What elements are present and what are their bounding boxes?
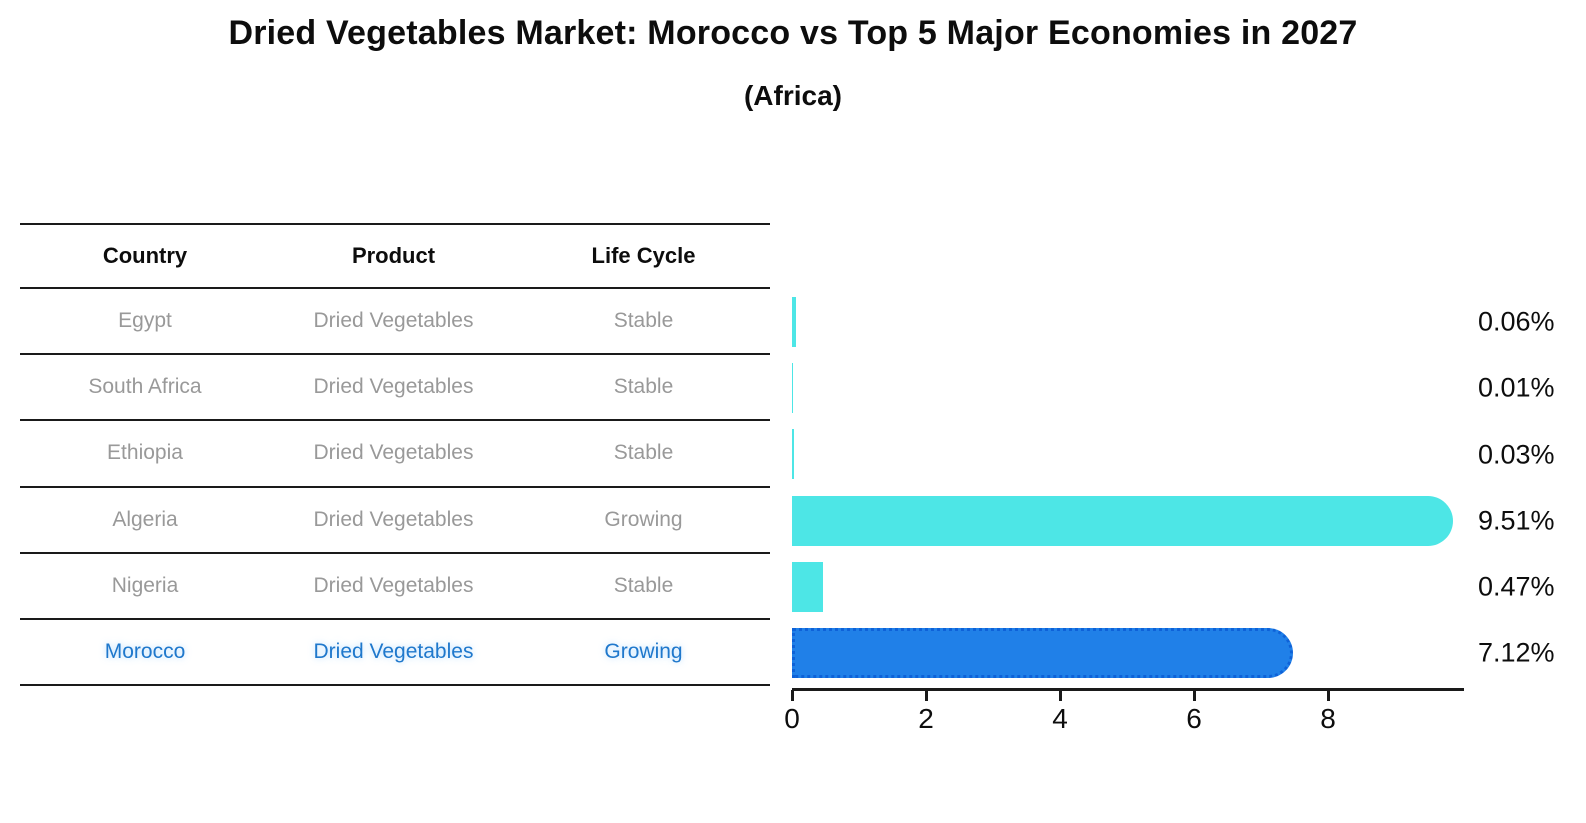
- cell-lifecycle: Stable: [613, 441, 674, 465]
- bar-value-label: 0.06%: [1478, 306, 1555, 337]
- bar-row: [792, 289, 1472, 355]
- cell-product: Dried Vegetables: [313, 573, 474, 597]
- cell-country: Nigeria: [111, 573, 179, 597]
- bar-south-africa: [792, 363, 794, 414]
- table-row: Egypt Dried Vegetables Stable: [20, 289, 770, 356]
- bar-row: [792, 488, 1472, 554]
- x-axis-tick-label: 2: [918, 703, 934, 734]
- bar-row: [792, 421, 1472, 487]
- table-header-row: Country Product Life Cycle: [20, 225, 770, 289]
- x-axis-tick-mark: [1059, 690, 1062, 701]
- cell-lifecycle: Stable: [613, 309, 674, 333]
- cell-country: Ethiopia: [107, 441, 183, 465]
- table-row: Algeria Dried Vegetables Growing: [20, 488, 770, 554]
- cell-product: Dried Vegetables: [313, 375, 474, 399]
- cell-product: Dried Vegetables: [313, 640, 474, 664]
- bars-container: [792, 289, 1472, 686]
- bar-egypt: [792, 297, 797, 347]
- x-axis-tick-label: 8: [1320, 703, 1336, 734]
- bar-value-label: 0.47%: [1478, 571, 1555, 602]
- x-axis-line: [792, 688, 1464, 691]
- table-row: South Africa Dried Vegetables Stable: [20, 355, 770, 422]
- column-header-product: Product: [351, 243, 436, 268]
- table-row: Nigeria Dried Vegetables Stable: [20, 554, 770, 620]
- country-table: Country Product Life Cycle Egypt Dried Ve…: [20, 223, 770, 687]
- x-axis-tick-label: 6: [1186, 703, 1202, 734]
- bar-value-label: 0.03%: [1478, 439, 1555, 469]
- table-row: Morocco Dried Vegetables Growing: [20, 620, 770, 687]
- bar-ethiopia: [792, 429, 794, 480]
- bar-morocco-highlighted: [792, 627, 1294, 678]
- cell-country: South Africa: [88, 375, 202, 399]
- bar-row: [792, 355, 1472, 421]
- bar-nigeria: [792, 561, 824, 612]
- bar-value-label: 9.51%: [1478, 505, 1555, 536]
- table-body: Egypt Dried Vegetables Stable South Africa D…: [20, 289, 770, 687]
- column-header-country: Country: [102, 243, 188, 268]
- column-header-lifecycle: Life Cycle: [591, 243, 696, 268]
- cell-product: Dried Vegetables: [313, 309, 474, 333]
- cell-country: Egypt: [118, 309, 172, 333]
- cell-product: Dried Vegetables: [313, 441, 474, 465]
- cell-country: Morocco: [104, 640, 186, 664]
- bar-value-label: 0.01%: [1478, 372, 1555, 403]
- chart-title: Dried Vegetables Market: Morocco vs Top …: [228, 14, 1358, 52]
- x-axis-tick-label: 4: [1052, 703, 1068, 734]
- x-axis-tick-mark: [1193, 690, 1196, 701]
- bar-chart: 0 2 4 6 8: [784, 289, 1472, 749]
- x-axis-tick-mark: [1327, 690, 1330, 701]
- x-axis-tick-mark: [925, 690, 928, 701]
- x-axis-tick-label: 0: [784, 703, 800, 734]
- bar-row: [792, 554, 1472, 620]
- table-row: Ethiopia Dried Vegetables Stable: [20, 421, 770, 488]
- chart-subtitle: (Africa): [743, 80, 842, 111]
- cell-country: Algeria: [112, 507, 178, 531]
- cell-lifecycle: Stable: [613, 573, 674, 597]
- bar-row: [792, 620, 1472, 686]
- bar-algeria: [792, 495, 1454, 546]
- cell-lifecycle: Growing: [604, 507, 683, 531]
- bar-value-label: 7.12%: [1478, 637, 1555, 668]
- cell-lifecycle: Stable: [613, 375, 674, 399]
- cell-product: Dried Vegetables: [313, 507, 474, 531]
- cell-lifecycle: Growing: [604, 640, 683, 664]
- x-axis-tick-mark: [791, 690, 794, 701]
